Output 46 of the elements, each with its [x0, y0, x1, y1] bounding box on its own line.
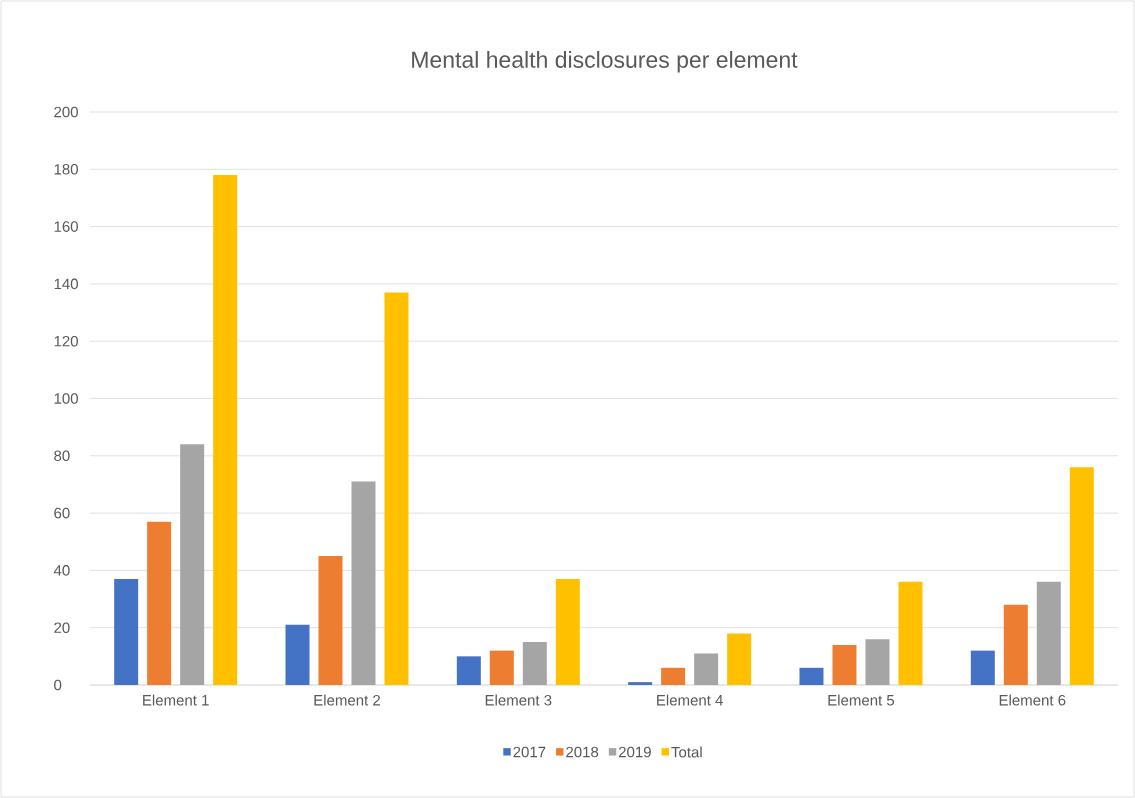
- x-tick-label: Element 6: [999, 694, 1066, 706]
- bar: [1036, 581, 1061, 685]
- legend-label: 2017: [513, 746, 546, 758]
- bar: [799, 667, 824, 685]
- y-tick-label: 40: [53, 565, 70, 576]
- x-tick-label: Element 5: [828, 694, 895, 706]
- bar: [285, 624, 310, 685]
- bar: [351, 481, 376, 685]
- y-tick-label: 120: [54, 335, 78, 347]
- bar: [555, 578, 580, 685]
- y-tick-label: 160: [54, 221, 78, 232]
- y-tick-label: 80: [54, 450, 70, 462]
- legend-label: 2019: [618, 746, 651, 758]
- bar: [832, 644, 857, 685]
- bar: [456, 656, 481, 685]
- bar: [727, 633, 752, 685]
- y-tick-label: 60: [54, 507, 70, 519]
- bar: [1003, 604, 1028, 685]
- bar: [661, 667, 686, 685]
- x-tick-label: Element 4: [657, 694, 723, 706]
- y-tick-label: 100: [54, 393, 78, 404]
- bar: [865, 639, 890, 685]
- bar: [114, 578, 139, 685]
- bar: [522, 642, 547, 685]
- y-tick-label: 0: [54, 679, 62, 691]
- bar: [384, 292, 409, 685]
- bar: [1069, 467, 1094, 685]
- x-tick-label: Element 2: [314, 694, 380, 706]
- bar: [489, 650, 514, 685]
- legend-label: Total: [671, 746, 702, 758]
- y-tick-label: 20: [54, 622, 70, 633]
- bar: [180, 444, 205, 685]
- bar: [318, 556, 343, 685]
- legend-label: 2018: [566, 746, 599, 758]
- bar: [213, 175, 238, 685]
- bar: [970, 650, 995, 685]
- bar: [147, 521, 172, 685]
- x-tick-label: Element 1: [143, 694, 209, 706]
- y-tick-label: 200: [54, 106, 78, 118]
- bar: [628, 682, 653, 685]
- y-tick-label: 140: [54, 278, 78, 290]
- bar: [694, 653, 719, 685]
- bar: [898, 581, 923, 685]
- x-tick-label: Element 3: [485, 694, 552, 706]
- chart-title: Mental health disclosures per element: [412, 51, 798, 73]
- y-tick-label: 180: [54, 163, 78, 175]
